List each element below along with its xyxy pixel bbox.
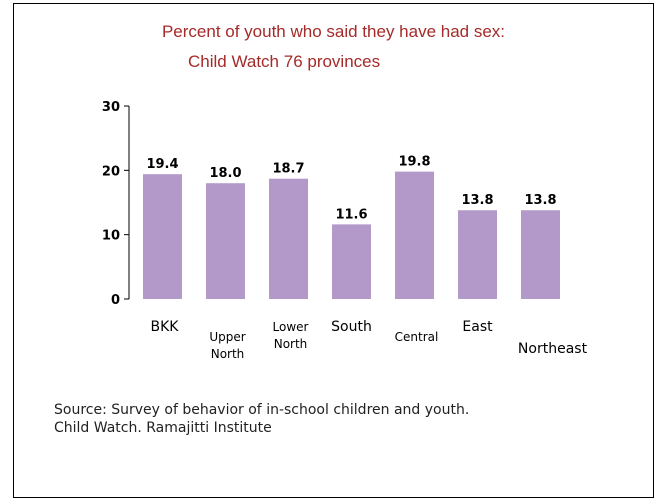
source-line-1: Source: Survey of behavior of in-school … [54, 402, 470, 418]
bar-value-label: 13.8 [524, 193, 556, 208]
bar [332, 224, 371, 299]
y-tick-label: 30 [102, 100, 120, 115]
category-label: Northeast [518, 341, 588, 357]
bar-value-label: 13.8 [461, 193, 493, 208]
source-line-2: Child Watch. Ramajitti Institute [54, 420, 272, 436]
bar [521, 210, 560, 299]
bar [269, 178, 308, 299]
chart-title-line1: Percent of youth who said they have had … [161, 22, 506, 41]
bar-value-label: 18.0 [209, 166, 241, 181]
category-label: South [331, 319, 372, 335]
y-tick-label: 0 [111, 293, 120, 308]
bar-value-label: 19.4 [146, 157, 178, 172]
y-tick-label: 10 [102, 229, 120, 244]
category-label: Lower [273, 320, 309, 334]
bar-value-label: 19.8 [398, 155, 430, 170]
bar [458, 210, 497, 299]
category-label: East [462, 319, 493, 335]
bar [206, 183, 245, 299]
bar-value-label: 18.7 [272, 162, 304, 177]
bar [395, 171, 434, 299]
bar-value-label: 11.6 [335, 207, 367, 222]
source-note: Source: Survey of behavior of in-school … [54, 401, 469, 437]
category-label: North [211, 347, 245, 361]
category-label: BKK [151, 319, 180, 335]
chart-title-line2: Child Watch 76 provinces [188, 52, 381, 71]
category-label: Upper [209, 330, 245, 344]
category-label: Central [395, 330, 439, 344]
category-label: North [274, 337, 308, 351]
y-tick-label: 20 [102, 164, 120, 179]
bar [143, 174, 182, 299]
